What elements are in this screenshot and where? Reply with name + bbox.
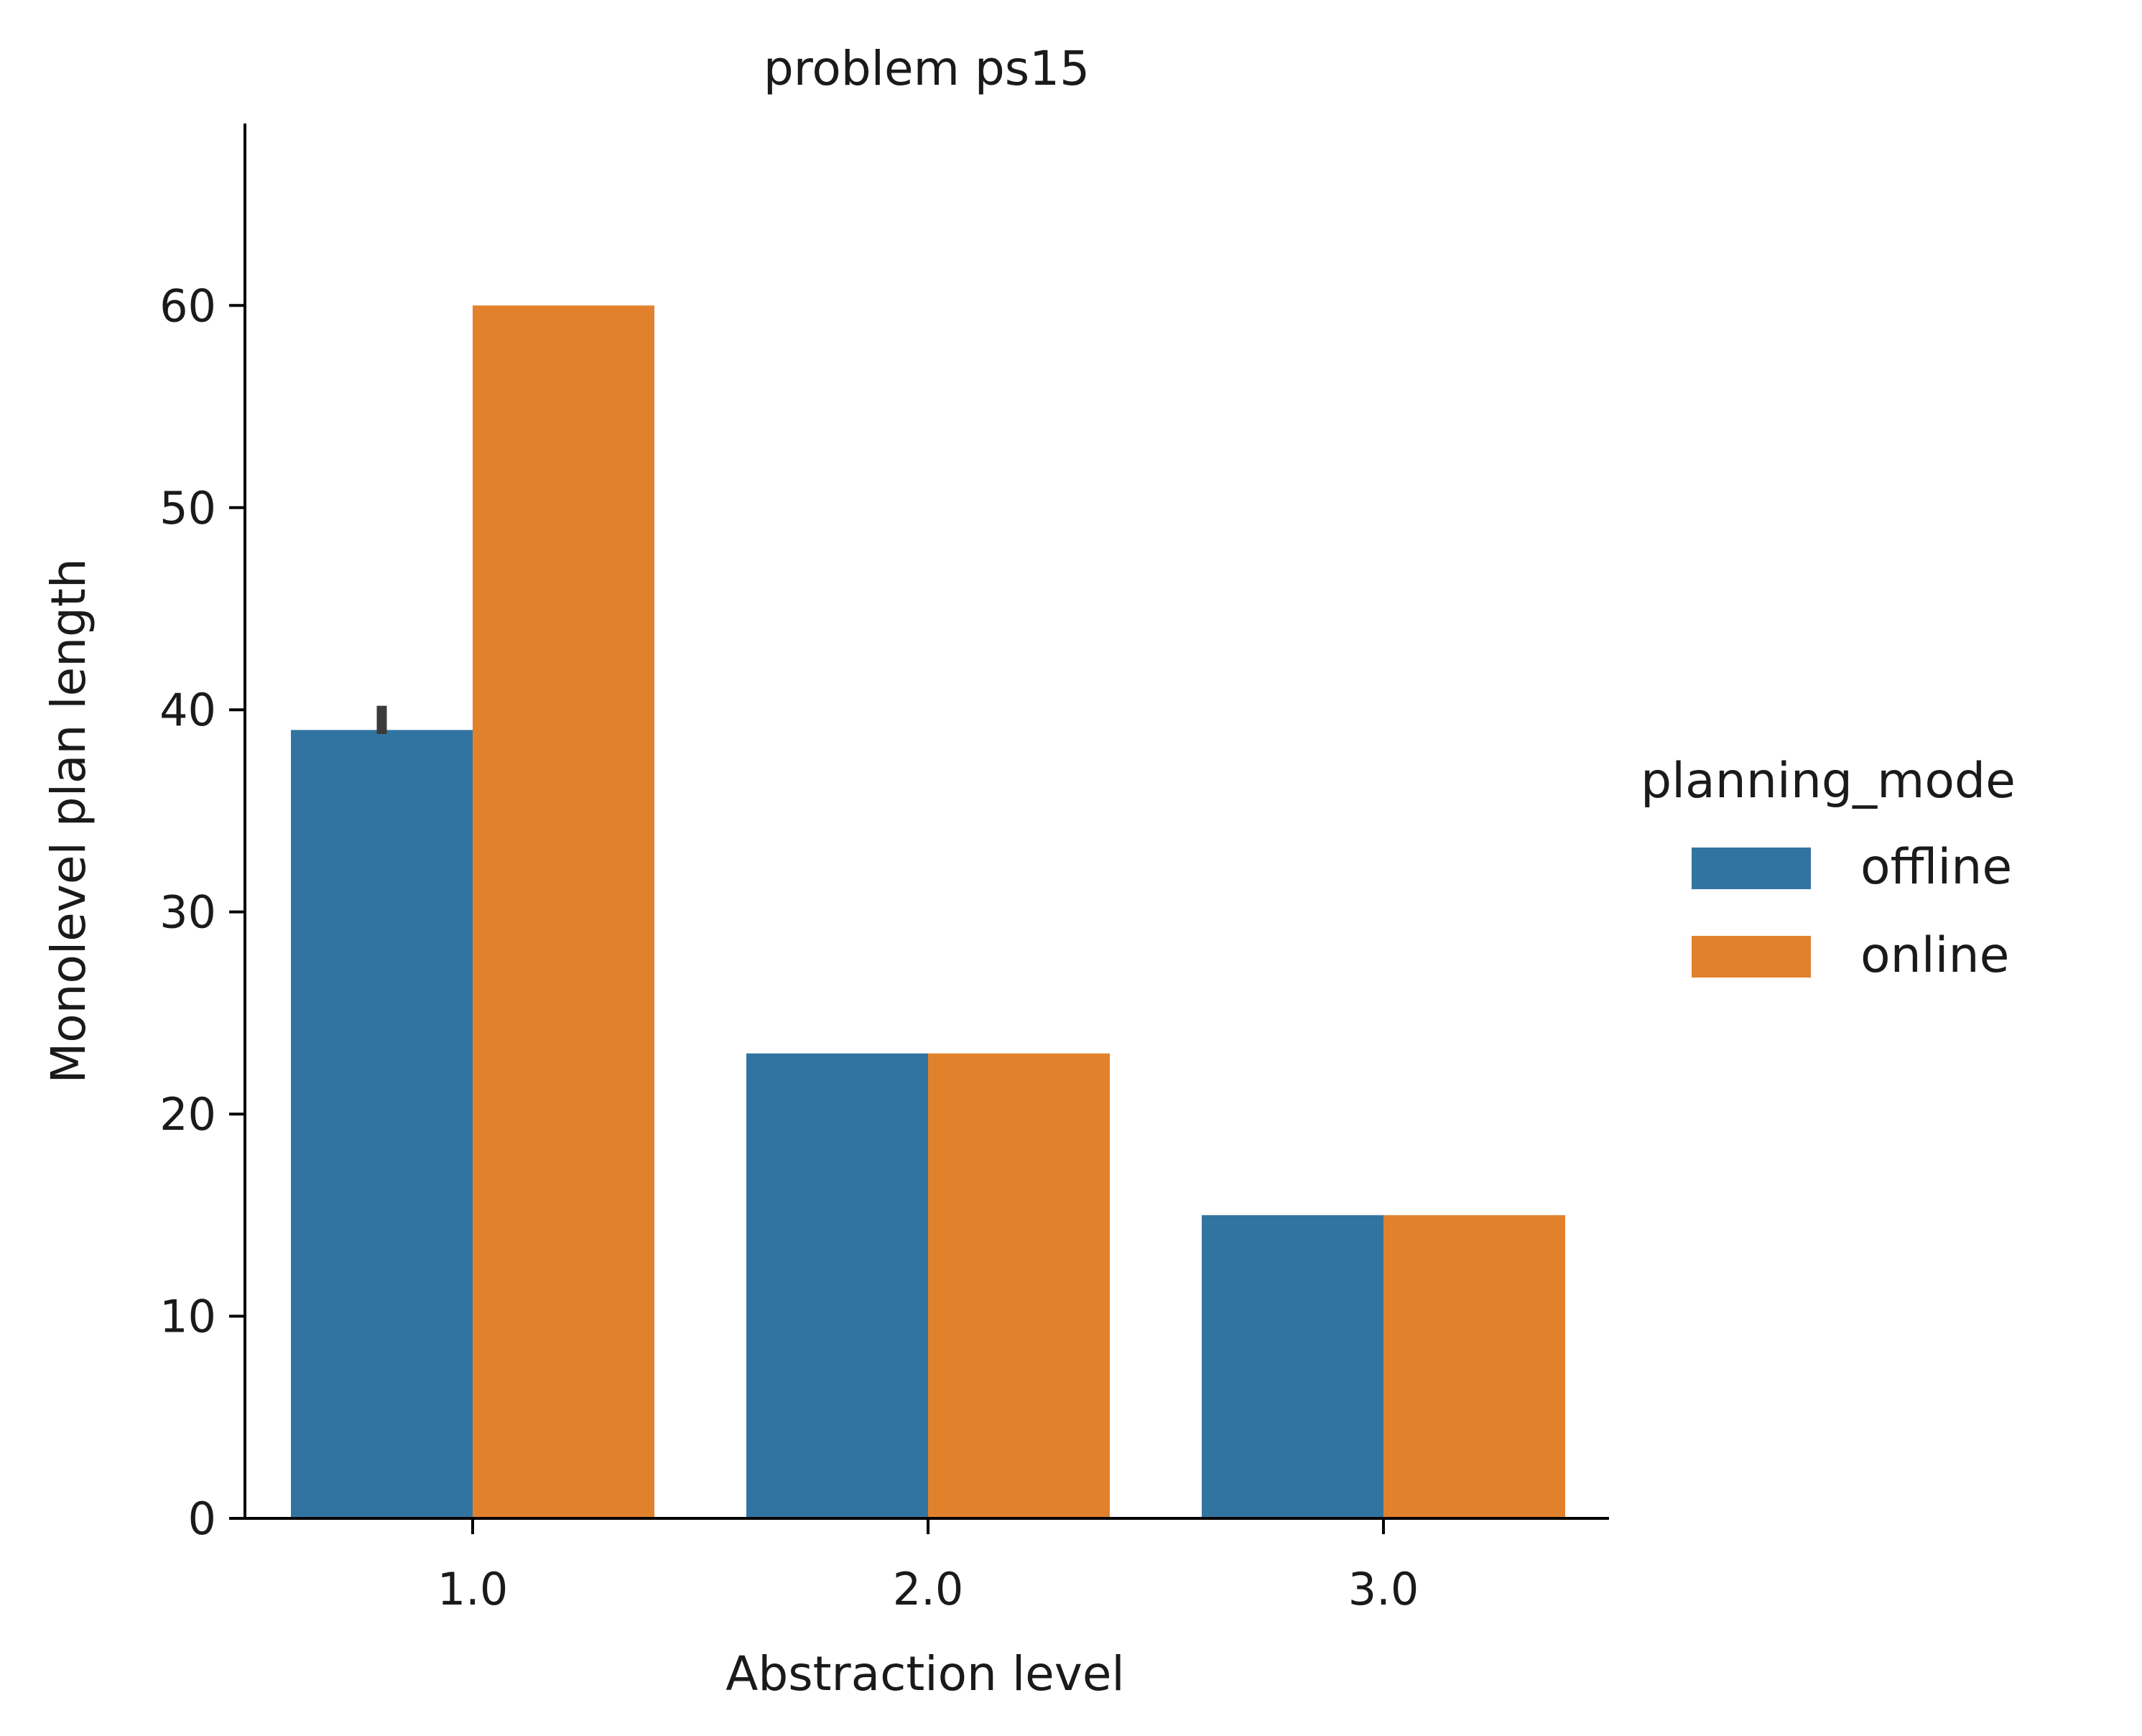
y-tick-label: 60 <box>159 279 216 332</box>
x-tick-label: 2.0 <box>893 1563 964 1615</box>
chart-title: problem ps15 <box>764 41 1090 96</box>
legend-label-online: online <box>1860 927 2009 984</box>
y-tick-label: 50 <box>159 482 216 534</box>
bars-group <box>291 305 1565 1519</box>
x-ticks-group: 1.0 2.0 3.0 <box>437 1518 1419 1615</box>
legend-label-offline: offline <box>1860 839 2012 896</box>
bar-offline-2.0 <box>746 1053 928 1518</box>
bar-online-2.0 <box>928 1053 1110 1518</box>
y-tick-label: 40 <box>159 684 216 736</box>
legend-swatch-online <box>1692 936 1811 978</box>
y-tick-label: 0 <box>188 1493 216 1545</box>
bar-online-3.0 <box>1383 1215 1565 1518</box>
legend-swatch-offline <box>1692 848 1811 889</box>
y-tick-label: 20 <box>159 1088 216 1141</box>
bar-online-1.0 <box>473 305 654 1519</box>
y-tick-label: 10 <box>159 1291 216 1343</box>
x-axis-label: Abstraction level <box>725 1646 1125 1702</box>
bar-offline-3.0 <box>1202 1215 1383 1518</box>
y-axis-label: Monolevel plan length <box>41 558 96 1083</box>
bar-offline-1.0 <box>291 730 473 1518</box>
y-tick-label: 30 <box>159 886 216 939</box>
x-tick-label: 3.0 <box>1348 1563 1419 1615</box>
legend: planning_mode offline online <box>1641 753 2016 984</box>
y-ticks-group: 0 10 20 30 40 50 60 <box>159 279 245 1545</box>
legend-title: planning_mode <box>1641 753 2016 809</box>
x-tick-label: 1.0 <box>437 1563 509 1615</box>
